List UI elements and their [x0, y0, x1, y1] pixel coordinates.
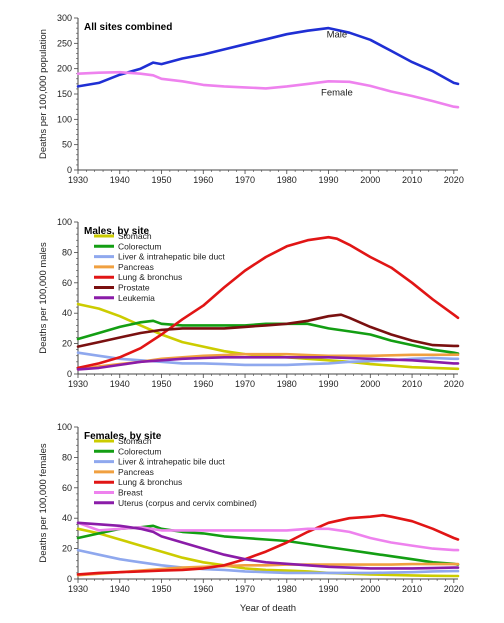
- x-tick-label: 2000: [360, 175, 380, 185]
- x-tick-label: 2000: [360, 584, 380, 594]
- y-tick-label: 80: [62, 247, 72, 257]
- x-tick-label: 1990: [319, 584, 339, 594]
- legend-entry: Stomach: [118, 231, 152, 241]
- x-tick-label: 1960: [193, 175, 213, 185]
- x-tick-label: 2010: [402, 175, 422, 185]
- x-tick-label: 1950: [152, 175, 172, 185]
- series-line-prostate: [76, 313, 460, 348]
- series-line-liver-intrahepatic-bile-duct: [76, 548, 460, 575]
- y-tick-label: 0: [67, 165, 72, 175]
- y-tick-label: 0: [67, 574, 72, 584]
- legend-entry: Lung & bronchus: [118, 477, 182, 487]
- x-tick-label: 1970: [235, 175, 255, 185]
- x-tick-label: 2010: [402, 379, 422, 389]
- panel-title: Females, by site: [84, 431, 162, 442]
- x-tick-label: 2020: [444, 175, 464, 185]
- x-tick-label: 1930: [68, 175, 88, 185]
- y-tick-label: 60: [62, 278, 72, 288]
- y-tick-label: 150: [57, 89, 72, 99]
- legend-entry: Colorectum: [118, 446, 161, 456]
- series-line-lung-bronchus: [76, 235, 460, 370]
- y-tick-label: 20: [62, 544, 72, 554]
- x-tick-label: 1970: [235, 584, 255, 594]
- panel-title: Males, by site: [84, 226, 149, 237]
- x-tick-label: 1930: [68, 379, 88, 389]
- y-tick-label: 60: [62, 483, 72, 493]
- series-line-stomach: [76, 527, 460, 578]
- x-tick-label: 1950: [152, 379, 172, 389]
- y-tick-label: 40: [62, 513, 72, 523]
- legend-entry: Lung & bronchus: [118, 272, 182, 282]
- chart-panel-2: 0 20 40 60 80 100 1930 1940 1950 1960 1970 1980 1990…: [38, 217, 464, 389]
- legend-entry: Stomach: [118, 436, 152, 446]
- legend-entry: Prostate: [118, 283, 150, 293]
- series-line-lung-bronchus: [76, 513, 460, 576]
- y-tick-label: 20: [62, 339, 72, 349]
- legend-entry: Pancreas: [118, 262, 154, 272]
- x-tick-label: 1980: [277, 379, 297, 389]
- x-tick-label: 2020: [444, 379, 464, 389]
- y-axis-label: Deaths per 100,000 population: [38, 29, 49, 159]
- y-tick-label: 40: [62, 308, 72, 318]
- legend-entry: Liver & intrahepatic bile duct: [118, 252, 225, 262]
- x-tick-label: 1940: [110, 584, 130, 594]
- series-line-leukemia: [76, 356, 460, 371]
- x-tick-label: 1990: [319, 175, 339, 185]
- y-tick-label: 100: [57, 422, 72, 432]
- x-tick-label: 2000: [360, 379, 380, 389]
- x-tick-label: 1960: [193, 584, 213, 594]
- y-tick-label: 250: [57, 38, 72, 48]
- legend-entry: Uterus (corpus and cervix combined): [118, 498, 257, 508]
- y-tick-label: 200: [57, 64, 72, 74]
- legend-entry: Breast: [118, 488, 143, 498]
- x-tick-label: 1940: [110, 175, 130, 185]
- y-tick-label: 300: [57, 13, 72, 23]
- series-label: Male: [327, 29, 348, 40]
- y-axis-label: Deaths per 100,000 females: [38, 443, 49, 563]
- x-tick-label: 1950: [152, 584, 172, 594]
- x-tick-label: 1930: [68, 584, 88, 594]
- x-tick-label: 1960: [193, 379, 213, 389]
- x-tick-label: 2010: [402, 584, 422, 594]
- series-line-colorectum: [76, 319, 460, 355]
- legend-entry: Colorectum: [118, 241, 161, 251]
- x-tick-label: 1970: [235, 379, 255, 389]
- y-axis-label: Deaths per 100,000 males: [38, 242, 49, 354]
- x-tick-label: 1990: [319, 379, 339, 389]
- y-tick-label: 80: [62, 452, 72, 462]
- x-tick-label: 1980: [277, 584, 297, 594]
- x-tick-label: 2020: [444, 584, 464, 594]
- y-tick-label: 0: [67, 369, 72, 379]
- legend-entry: Liver & intrahepatic bile duct: [118, 457, 225, 467]
- panel-title: All sites combined: [84, 22, 172, 33]
- x-tick-label: 1980: [277, 175, 297, 185]
- series-line-female: [76, 70, 460, 109]
- y-tick-label: 100: [57, 114, 72, 124]
- legend-entry: Pancreas: [118, 467, 154, 477]
- series-line-breast: [76, 521, 460, 552]
- chart-panel-1: 0 50 100 150 200 250 300 1930 1940 1950 1960 1970 19…: [38, 13, 464, 185]
- series-line-uterus-corpus-and-cervix-combined-: [76, 521, 460, 570]
- legend-entry: Leukemia: [118, 293, 155, 303]
- x-axis-label: Year of death: [240, 603, 296, 614]
- y-tick-label: 50: [62, 140, 72, 150]
- series-line-male: [76, 26, 460, 88]
- chart-panel-3: 0 20 40 60 80 100 1930 1940 1950 1960 1970 1980 1990…: [38, 422, 464, 614]
- x-tick-label: 1940: [110, 379, 130, 389]
- series-label: Female: [321, 88, 353, 99]
- y-tick-label: 100: [57, 217, 72, 227]
